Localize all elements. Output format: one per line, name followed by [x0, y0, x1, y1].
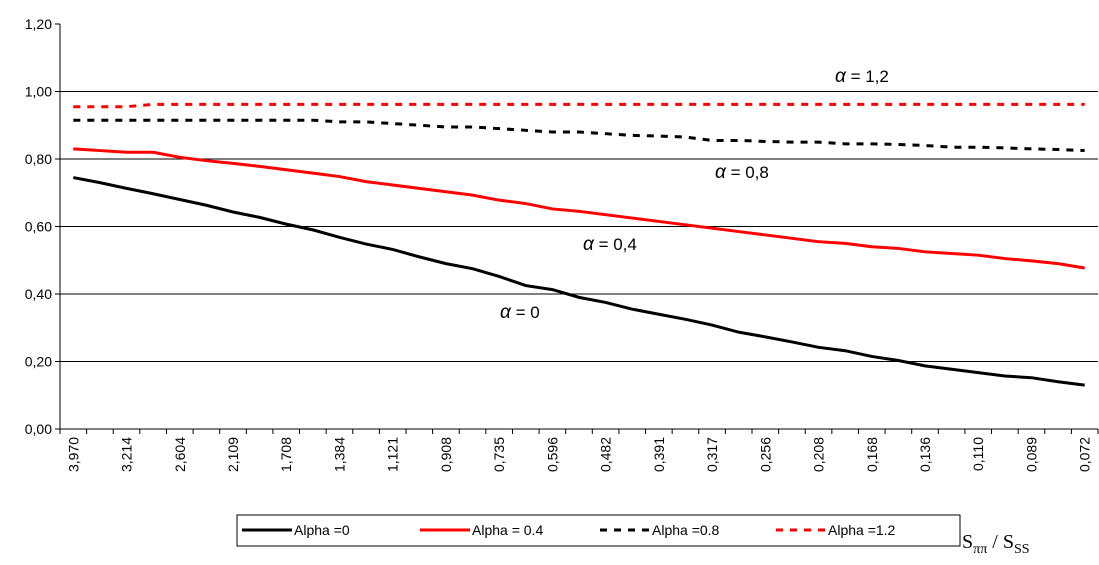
x-tick-label: 0,735 [491, 437, 507, 472]
series-line [73, 176, 1085, 387]
x-tick-label: 3,970 [65, 437, 81, 472]
x-tick-label: 0,317 [704, 437, 720, 472]
x-tick-label: 0,072 [1077, 437, 1093, 472]
annotation-symbol: α [583, 234, 595, 255]
x-title-sub: ππ [973, 542, 987, 557]
annotation: α = 0,8 [715, 162, 769, 183]
x-axis-title: Sππ / SSS [962, 531, 1030, 557]
x-tick-label: 0,089 [1023, 437, 1039, 472]
annotation-symbol: α [835, 66, 847, 87]
y-tick-label: 0,80 [25, 151, 52, 167]
x-tick-label: 1,121 [385, 437, 401, 472]
legend-label: Alpha =0.8 [652, 522, 720, 538]
x-tick-label: 0,596 [544, 437, 560, 472]
x-tick-label: 0,908 [438, 437, 454, 472]
x-title-sub: SS [1014, 542, 1030, 557]
annotation-text: = 1,2 [846, 67, 889, 86]
legend-box [236, 514, 961, 547]
series-line [73, 102, 1085, 109]
y-tick-label: 0,40 [25, 286, 52, 302]
annotation: α = 0 [500, 302, 540, 323]
legend-label: Alpha =1.2 [828, 522, 896, 538]
y-tick-label: 1,20 [25, 16, 52, 32]
x-tick-label: 1,384 [331, 437, 347, 472]
x-tick-label: 0,482 [598, 437, 614, 472]
y-tick-label: 1,00 [25, 84, 52, 100]
x-tick-label: 2,109 [225, 437, 241, 472]
x-tick-label: 0,110 [970, 437, 986, 471]
x-tick-label: 1,708 [278, 437, 294, 472]
annotation-symbol: α [715, 162, 727, 183]
x-tick-label: 0,391 [651, 437, 667, 472]
x-tick-label: 0,256 [757, 437, 773, 472]
legend-label: Alpha =0 [294, 522, 350, 538]
series-line [73, 118, 1085, 153]
y-tick-label: 0,60 [25, 219, 52, 235]
x-title-part: S [962, 531, 973, 553]
annotation: α = 0,4 [583, 234, 637, 255]
series-line [73, 147, 1085, 270]
x-tick-label: 2,604 [172, 437, 188, 472]
legend-label: Alpha = 0.4 [472, 522, 543, 538]
x-tick-label: 0,136 [917, 437, 933, 472]
annotation-text: = 0,4 [594, 235, 637, 254]
x-tick-label: 3,214 [119, 437, 135, 472]
x-tick-label: 0,208 [811, 437, 827, 472]
x-tick-label: 0,168 [864, 437, 880, 472]
y-tick-label: 0,00 [25, 421, 52, 437]
annotation-symbol: α [500, 302, 512, 323]
x-title-part: / S [987, 531, 1014, 553]
annotation-text: = 0 [511, 303, 540, 322]
annotation: α = 1,2 [835, 66, 889, 87]
y-tick-label: 0,20 [25, 354, 52, 370]
annotation-text: = 0,8 [726, 163, 769, 182]
